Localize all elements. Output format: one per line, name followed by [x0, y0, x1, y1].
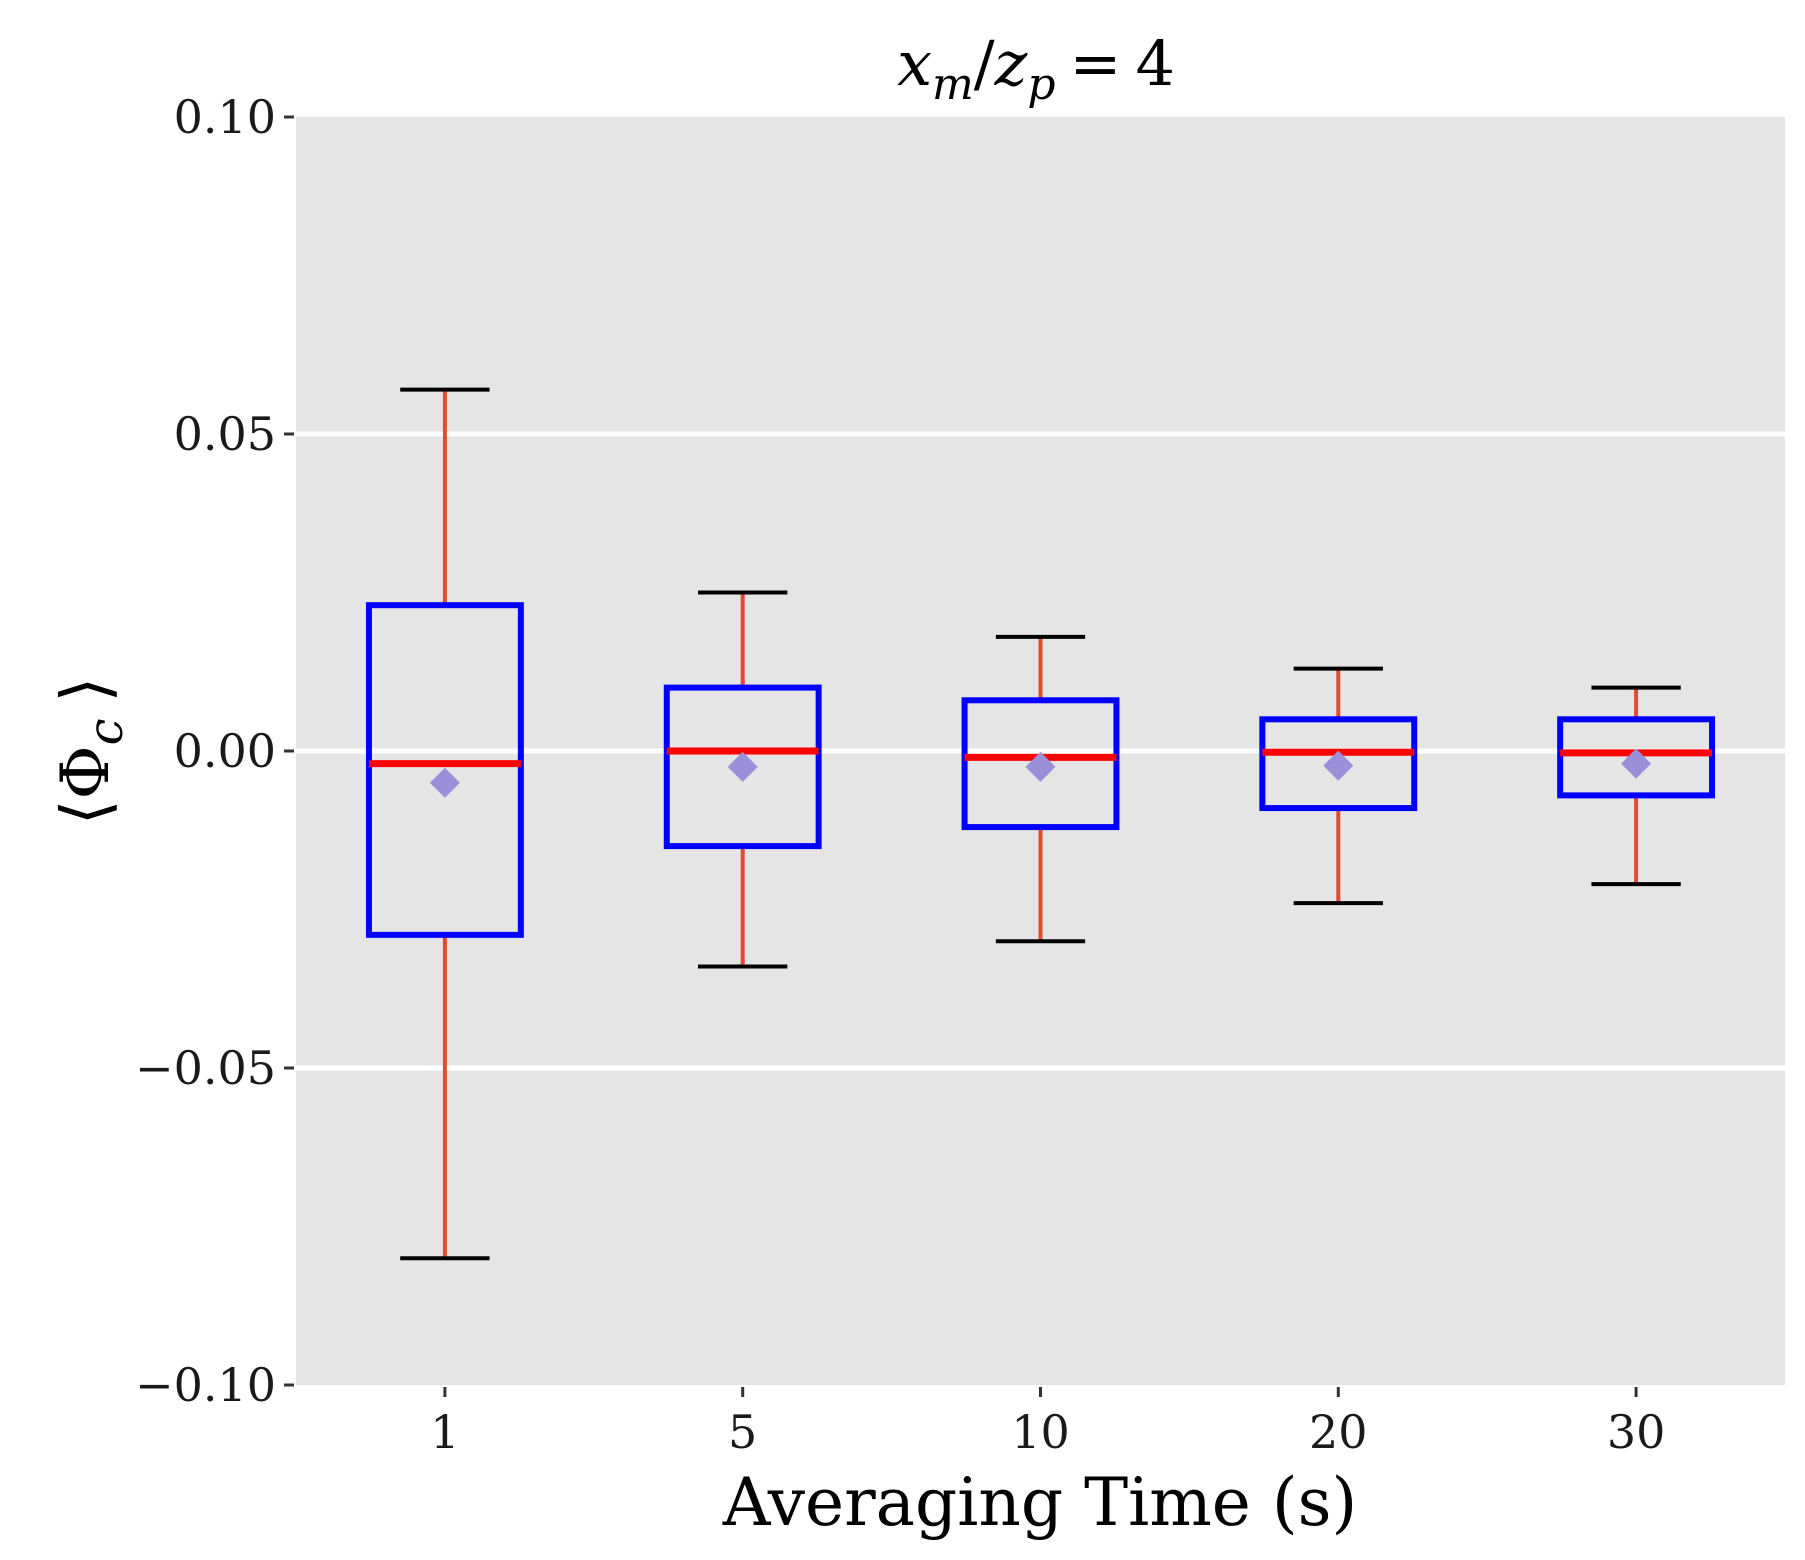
grid-lines — [296, 431, 1785, 1071]
axes: −0.10 −0.05 0.00 0.05 0.10 1 5 10 20 30 — [135, 90, 1665, 1459]
y-tick-label: 0.10 — [174, 90, 276, 144]
box-group-30 — [1557, 685, 1716, 887]
plot-title: xm/zp = 4 — [897, 27, 1175, 110]
y-tick-label: −0.10 — [135, 1358, 276, 1412]
y-tick-label: 0.05 — [174, 407, 276, 461]
x-tick-label: 1 — [430, 1405, 459, 1459]
iqr-box — [365, 602, 524, 938]
y-tick-label: −0.05 — [135, 1041, 276, 1095]
y-tick-label: 0.00 — [174, 724, 276, 778]
box-group-1 — [365, 387, 524, 1261]
box-series — [365, 387, 1716, 1261]
box-group-5 — [663, 590, 822, 969]
mean-marker — [1621, 748, 1652, 779]
mean-marker — [429, 767, 460, 798]
box-group-20 — [1259, 666, 1418, 906]
iqr-box — [1259, 716, 1418, 812]
mean-marker — [1025, 751, 1056, 782]
iqr-box — [1557, 716, 1716, 799]
x-tick-label: 10 — [1011, 1405, 1070, 1459]
y-axis-title: ⟨Φc⟩ — [47, 677, 134, 826]
x-tick-label: 20 — [1309, 1405, 1368, 1459]
box-group-10 — [961, 634, 1120, 944]
x-tick-label: 30 — [1607, 1405, 1666, 1459]
x-axis-title: Averaging Time (s) — [722, 1464, 1357, 1541]
mean-marker — [1323, 750, 1354, 781]
mean-marker — [727, 751, 758, 782]
iqr-box — [663, 684, 822, 850]
iqr-box — [961, 697, 1120, 831]
x-tick-label: 5 — [728, 1405, 757, 1459]
